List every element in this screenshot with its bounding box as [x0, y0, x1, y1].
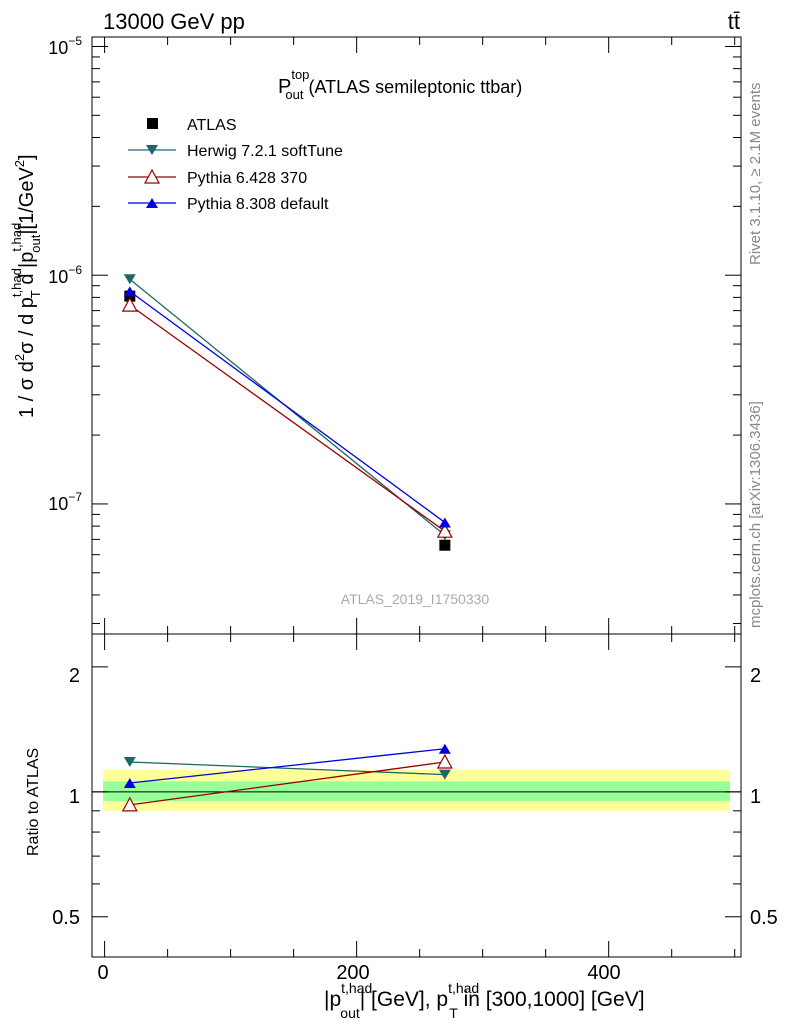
main-point-pythia-6-428-370: [121, 296, 138, 312]
ratio-y-axis-label: Ratio to ATLAS: [25, 748, 42, 856]
ratio-band-inner: [103, 781, 730, 802]
ratio-ytick-2-right: 2: [750, 665, 761, 687]
ratio-line-pythia-8-308-default: [129, 748, 445, 784]
x-axis-label: |pt,had out| [GeV], pt,had T in [300,1000]…: [324, 980, 645, 1021]
ratio-point-pythia-8-308-default: [438, 743, 451, 754]
ratio-plot-frame: [91, 633, 742, 958]
legend-marker-pythia6: [143, 168, 161, 184]
ratio-ytick-05-right: 0.5: [750, 907, 778, 929]
plot-title-sub: out: [285, 87, 303, 102]
ratio-uncertainty-band: [92, 769, 741, 811]
legend-label-atlas: ATLAS: [187, 117, 237, 134]
ratio-ytick-2-left: 2: [69, 665, 80, 687]
ratio-line-pythia-6-428-370: [129, 761, 445, 806]
main-ytick-labels: 10−5 10−6 10−7: [48, 34, 82, 514]
main-point-herwig-7-2-1-softtune: [123, 274, 136, 285]
ratio-point-pythia-8-308-default: [123, 778, 136, 789]
ratio-point-pythia-6-428-370: [436, 753, 453, 769]
ratio-point-pythia-6-428-370: [121, 796, 138, 812]
analysis-watermark: ATLAS_2019_I1750330: [341, 591, 490, 607]
ratio-point-herwig-7-2-1-softtune: [438, 769, 451, 780]
main-line-pythia-8-308-default: [129, 290, 446, 523]
legend-label-herwig: Herwig 7.2.1 softTune: [187, 143, 343, 160]
legend-marker-pythia8: [146, 198, 158, 208]
main-point-pythia-6-428-370: [436, 522, 453, 538]
plot-title-rest: (ATLAS semileptonic ttbar): [304, 77, 523, 97]
mcplots-label: mcplots.cern.ch [arXiv:1306.3436]: [747, 401, 764, 628]
main-point-pythia-8-308-default: [123, 286, 136, 297]
xtick-labels: 0 200 400: [97, 962, 620, 984]
legend-marker-atlas: [147, 118, 158, 129]
xtick-200: 200: [336, 962, 369, 984]
ytick-label-1e-5: 10−5: [48, 34, 82, 58]
legend-marker-herwig: [146, 145, 158, 155]
xtick-0: 0: [97, 962, 108, 984]
ratio-point-herwig-7-2-1-softtune: [123, 756, 136, 767]
legend-label-pythia6: Pythia 6.428 370: [187, 170, 307, 187]
ratio-ytick-labels: 2 1 0.5 2 1 0.5: [52, 665, 778, 929]
series-lines: [129, 278, 446, 806]
ratio-ytick-1-right: 1: [750, 786, 761, 808]
main-line-pythia-6-428-370: [129, 304, 446, 532]
legend-label-pythia8: Pythia 8.308 default: [187, 196, 329, 213]
ratio-ytick-05-left: 0.5: [52, 907, 80, 929]
plot-title-sup: top: [291, 67, 309, 82]
ratio-line-herwig-7-2-1-softtune: [129, 761, 445, 776]
series-markers: [121, 274, 453, 812]
ytick-label-1e-7: 10−7: [48, 490, 82, 514]
header-process: tt̄: [728, 9, 740, 34]
rivet-label: Rivet 3.1.10, ≥ 2.1M events: [747, 83, 764, 266]
ratio-ytick-1-left: 1: [69, 786, 80, 808]
main-y-axis-label: 1 / σ d2σ / d pt,had T d |pt,had out|[1/Ge…: [9, 154, 43, 418]
xtick-400: 400: [587, 962, 620, 984]
header-energy: 13000 GeV pp: [103, 9, 245, 34]
legend: ATLAS Herwig 7.2.1 softTune Pythia 6.428…: [128, 117, 343, 213]
ytick-label-1e-6: 10−6: [48, 263, 82, 287]
main-point-pythia-8-308-default: [438, 517, 451, 528]
axis-ticks: [92, 37, 741, 958]
plot-title-main: P: [278, 76, 291, 98]
main-point-atlas: [439, 539, 451, 551]
plot-title: Ptop out (ATLAS semileptonic ttbar): [278, 67, 522, 102]
